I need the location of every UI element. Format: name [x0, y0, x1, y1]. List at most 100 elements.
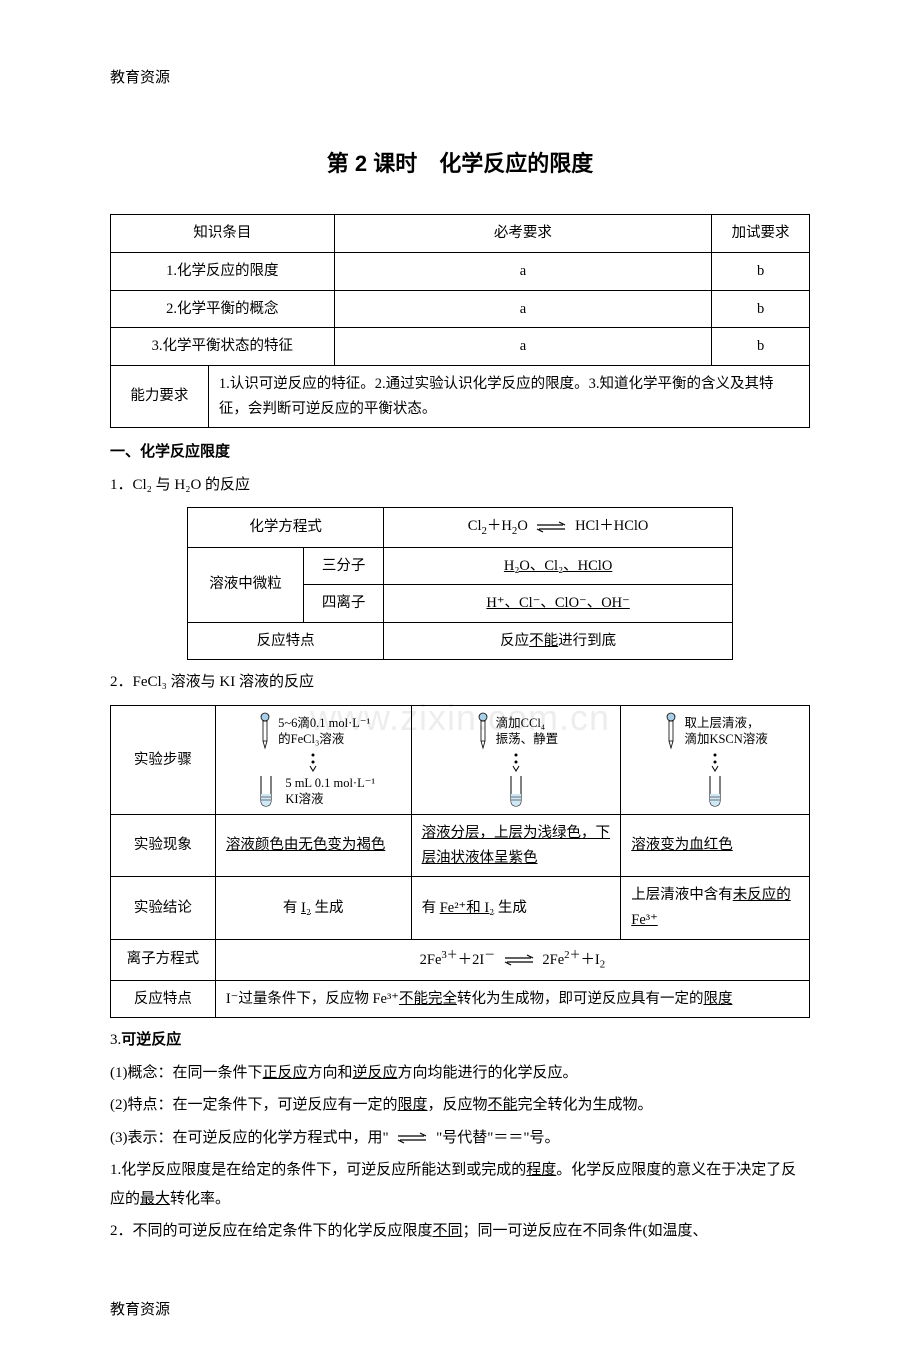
step-3: 取上层清液， 滴加KSCN溶液 [621, 705, 810, 814]
underlined-text: Fe²⁺和 I₂ [440, 900, 495, 916]
item-label: 2．FeCl₃ 溶液与 KI 溶液的反应 [110, 668, 810, 697]
phen-3: 溶液变为血红色 [621, 814, 810, 876]
req-cell: 3.化学平衡状态的特征 [111, 328, 335, 366]
underlined-text: 限度 [703, 991, 732, 1007]
underlined-text: 不能完全 [399, 991, 457, 1007]
t1-label: 溶液中微粒 [188, 547, 304, 622]
para-4: 1.化学反应限度是在给定的条件下，可逆反应所能达到或完成的程度。化学反应限度的意… [110, 1156, 810, 1213]
test-tube-icon [700, 774, 730, 808]
ability-text: 1.认识可逆反应的特征。2.通过实验认识化学反应的限度。3.知道化学平衡的含义及… [208, 365, 809, 427]
req-header-2: 必考要求 [334, 215, 711, 253]
experiment-table: 实验步骤 5~6滴0.1 mol·L⁻¹ 的FeCl₃溶液 5 mL 0.1 m… [110, 705, 810, 1018]
t1-equation: Cl2＋H2O HCl＋HClO [384, 508, 733, 547]
row-label: 反应特点 [111, 980, 216, 1018]
underlined-text: 溶液颜色由无色变为褐色 [226, 837, 386, 853]
para-3-2: (2)特点：在一定条件下，可逆反应有一定的限度，反应物不能完全转化为生成物。 [110, 1091, 810, 1120]
caption: 5~6滴0.1 mol·L⁻¹ 的FeCl₃溶液 [278, 715, 370, 748]
underlined-text: 逆反应 [353, 1065, 398, 1081]
t1-label: 四离子 [304, 585, 384, 623]
text: 有 [283, 900, 301, 916]
underlined-text: 溶液分层，上层为浅绿色，下层油状液体呈紫色 [422, 825, 611, 866]
ability-label: 能力要求 [111, 365, 209, 427]
req-cell: b [712, 290, 810, 328]
phen-2: 溶液分层，上层为浅绿色，下层油状液体呈紫色 [411, 814, 621, 876]
caption: 5 mL 0.1 mol·L⁻¹ KI溶液 [285, 775, 375, 808]
text: 2．不同的可逆反应在给定条件下的化学反应限度 [110, 1223, 433, 1239]
text: 转化率。 [170, 1191, 230, 1207]
test-tube-icon [251, 774, 281, 808]
requirements-table: 知识条目 必考要求 加试要求 1.化学反应的限度 a b 2.化学平衡的概念 a… [110, 214, 810, 428]
dropper-icon [662, 712, 680, 750]
underlined-text: 最大 [140, 1191, 170, 1207]
cl2-h2o-table: 化学方程式 Cl2＋H2O HCl＋HClO 溶液中微粒 三分子 H₂O、Cl₂… [187, 507, 733, 660]
underlined-text: H⁺、Cl⁻、ClO⁻、OH⁻ [486, 595, 629, 611]
underlined-text: 正反应 [263, 1065, 308, 1081]
item-label: 1．Cl₂ 与 H₂O 的反应 [110, 471, 810, 500]
step-2: 滴加CCl₄ 振荡、静置 [411, 705, 621, 814]
row-label: 离子方程式 [111, 939, 216, 980]
text: 反应 [500, 633, 529, 649]
row-label: 实验步骤 [111, 705, 216, 814]
item-label: 3.可逆反应 [110, 1026, 810, 1055]
text: 有 [422, 900, 440, 916]
feature-text: I⁻过量条件下，反应物 Fe³⁺不能完全转化为生成物，即可逆反应具有一定的限度 [215, 980, 809, 1018]
equilibrium-arrow-icon [535, 521, 567, 533]
section-heading: 一、化学反应限度 [110, 438, 810, 467]
drop-arrow-icon [511, 752, 521, 772]
conc-3: 上层清液中含有未反应的 Fe³⁺ [621, 877, 810, 939]
dropper-icon [256, 712, 274, 750]
text: 1.化学反应限度是在给定的条件下，可逆反应所能达到或完成的 [110, 1162, 526, 1178]
text: 方向和 [308, 1065, 353, 1081]
text: ；同一可逆反应在不同条件(如温度、 [463, 1223, 708, 1239]
t1-label: 化学方程式 [188, 508, 384, 547]
para-5: 2．不同的可逆反应在给定条件下的化学反应限度不同；同一可逆反应在不同条件(如温度… [110, 1217, 810, 1246]
page-footer: 教育资源 [110, 1296, 810, 1325]
req-cell: 1.化学反应的限度 [111, 252, 335, 290]
t1-value: H⁺、Cl⁻、ClO⁻、OH⁻ [384, 585, 733, 623]
equilibrium-arrow-icon [396, 1132, 428, 1144]
req-cell: a [334, 252, 711, 290]
step-1: 5~6滴0.1 mol·L⁻¹ 的FeCl₃溶液 5 mL 0.1 mol·L⁻… [215, 705, 411, 814]
t1-value: H₂O、Cl₂、HClO [384, 547, 733, 585]
text: (2)特点：在一定条件下，可逆反应有一定的 [110, 1097, 398, 1113]
dropper-icon [474, 712, 492, 750]
text: 转化为生成物，即可逆反应具有一定的 [457, 991, 704, 1007]
page-title: 第 2 课时 化学反应的限度 [110, 143, 810, 185]
t1-value: 反应不能进行到底 [384, 622, 733, 660]
underlined-text: 不能 [529, 633, 558, 649]
req-header-3: 加试要求 [712, 215, 810, 253]
phen-1: 溶液颜色由无色变为褐色 [215, 814, 411, 876]
underlined-text: 程度 [526, 1162, 556, 1178]
underlined-text: I₂ [301, 900, 311, 916]
text: 上层清液中含有 [631, 887, 733, 903]
drop-arrow-icon [308, 752, 318, 772]
drop-arrow-icon [710, 752, 720, 772]
req-cell: a [334, 290, 711, 328]
para-3-1: (1)概念：在同一条件下正反应方向和逆反应方向均能进行的化学反应。 [110, 1059, 810, 1088]
req-cell: 2.化学平衡的概念 [111, 290, 335, 328]
text: 完全转化为生成物。 [518, 1097, 653, 1113]
underlined-text: 溶液变为血红色 [631, 837, 733, 853]
para-3-3: (3)表示：在可逆反应的化学方程式中，用" "号代替"＝＝"号。 [110, 1124, 810, 1153]
row-label: 实验结论 [111, 877, 216, 939]
text: (1)概念：在同一条件下 [110, 1065, 263, 1081]
conc-2: 有 Fe²⁺和 I₂ 生成 [411, 877, 621, 939]
ion-equation: 2Fe3＋＋2I－ 2Fe2＋＋I2 [215, 939, 809, 980]
req-cell: b [712, 252, 810, 290]
underlined-text: 不同 [433, 1223, 463, 1239]
text: 进行到底 [558, 633, 616, 649]
req-cell: b [712, 328, 810, 366]
text: 生成 [311, 900, 344, 916]
page-header: 教育资源 [110, 64, 810, 93]
text: I⁻过量条件下，反应物 Fe³⁺ [226, 991, 399, 1007]
req-header-1: 知识条目 [111, 215, 335, 253]
test-tube-icon [501, 774, 531, 808]
caption: 取上层清液， 滴加KSCN溶液 [684, 715, 767, 748]
text: 生成 [494, 900, 527, 916]
text: 方向均能进行的化学反应。 [398, 1065, 578, 1081]
underlined-text: 不能 [488, 1097, 518, 1113]
equilibrium-arrow-icon [503, 954, 535, 966]
t1-label: 三分子 [304, 547, 384, 585]
underlined-text: H₂O、Cl₂、HClO [504, 558, 612, 574]
page: www.zixin.com.cn 教育资源 第 2 课时 化学反应的限度 知识条… [110, 64, 810, 1324]
